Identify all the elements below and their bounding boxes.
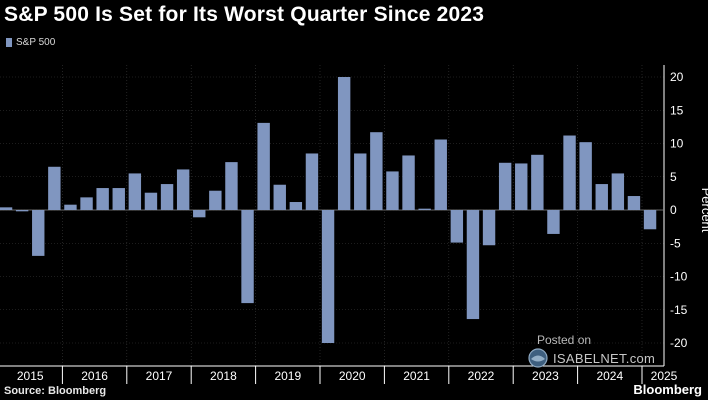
y-tick-label: -5 — [670, 236, 681, 250]
y-tick-label: 0 — [670, 203, 677, 217]
watermark-posted-text: Posted on — [537, 333, 592, 347]
legend-swatch — [6, 38, 12, 47]
y-tick-label: -10 — [670, 270, 688, 284]
bar — [32, 210, 45, 256]
y-tick-label: 5 — [670, 170, 677, 184]
bar — [64, 204, 77, 210]
bar — [418, 208, 431, 210]
legend-label: S&P 500 — [16, 37, 56, 48]
bar — [402, 155, 415, 210]
watermark: Posted on ISABELNET.com — [527, 333, 667, 373]
bar — [305, 153, 319, 210]
bar — [112, 188, 125, 210]
bar — [386, 171, 399, 210]
bar — [466, 210, 480, 320]
bar — [434, 139, 447, 210]
bar — [611, 173, 625, 210]
bar — [321, 210, 335, 343]
bar — [15, 210, 29, 212]
x-tick-label: 2015 — [17, 369, 44, 383]
x-tick-label: 2016 — [81, 369, 108, 383]
brand-label: Bloomberg — [633, 382, 702, 397]
bar — [450, 210, 464, 243]
y-tick-label: 15 — [670, 103, 684, 117]
bar — [579, 142, 592, 210]
x-tick-label: 2024 — [596, 369, 623, 383]
watermark-site-text: ISABELNET.com — [553, 350, 656, 366]
x-tick-label: 2022 — [468, 369, 495, 383]
bar — [225, 162, 238, 210]
bar — [273, 184, 286, 210]
bar — [482, 210, 496, 246]
bar — [241, 210, 254, 304]
bar — [627, 196, 641, 210]
bar — [595, 184, 608, 210]
bar — [144, 192, 158, 210]
bar — [354, 153, 367, 210]
x-tick-label: 2025 — [651, 369, 678, 383]
y-tick-label: -15 — [670, 303, 688, 317]
x-tick-label: 2018 — [210, 369, 237, 383]
x-tick-label: 2023 — [532, 369, 559, 383]
bar — [48, 166, 61, 210]
bar — [96, 188, 109, 210]
bar — [176, 169, 190, 210]
bar — [128, 173, 142, 210]
isabelnet-logo-icon — [528, 348, 548, 368]
bar — [80, 197, 93, 210]
x-tick-label: 2019 — [274, 369, 301, 383]
y-tick-label: -20 — [670, 336, 688, 350]
bar — [160, 184, 174, 210]
bar — [0, 207, 13, 210]
x-tick-label: 2020 — [339, 369, 366, 383]
bar — [515, 163, 528, 210]
bar — [337, 77, 351, 210]
source-note: Source: Bloomberg — [4, 385, 107, 397]
y-tick-label: 10 — [670, 137, 684, 151]
bar — [257, 122, 270, 210]
bar — [370, 132, 383, 210]
x-tick-label: 2021 — [403, 369, 430, 383]
y-axis-title: Percent — [699, 188, 708, 233]
bar — [498, 162, 512, 210]
x-tick-label: 2017 — [146, 369, 173, 383]
bar — [209, 190, 222, 210]
bar — [563, 135, 576, 210]
legend: S&P 500 — [6, 37, 55, 48]
bar — [531, 154, 544, 210]
bar — [289, 202, 303, 210]
bar — [547, 210, 560, 234]
bar — [193, 210, 206, 218]
bar — [643, 210, 657, 230]
y-tick-label: 20 — [670, 70, 684, 84]
chart-title: S&P 500 Is Set for Its Worst Quarter Sin… — [4, 3, 485, 26]
